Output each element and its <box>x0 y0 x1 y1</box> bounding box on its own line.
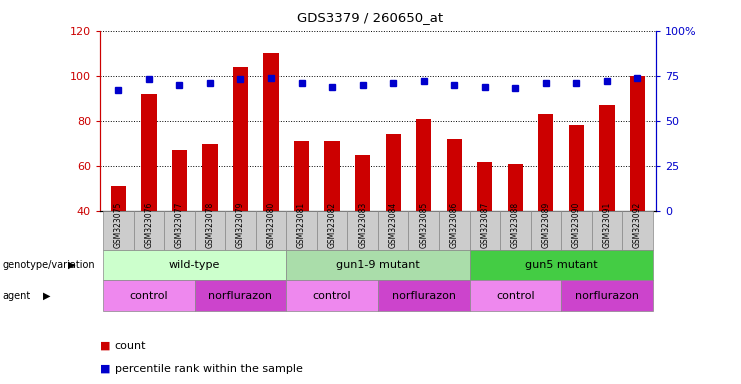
Bar <box>233 67 248 301</box>
Text: GSM323079: GSM323079 <box>236 201 245 248</box>
Text: GSM323081: GSM323081 <box>297 202 306 248</box>
Text: GSM323088: GSM323088 <box>511 202 520 248</box>
Bar <box>508 164 523 301</box>
Text: GSM323084: GSM323084 <box>389 202 398 248</box>
Bar <box>538 114 554 301</box>
Text: GSM323075: GSM323075 <box>114 201 123 248</box>
Text: norflurazon: norflurazon <box>208 291 273 301</box>
Text: GSM323082: GSM323082 <box>328 202 336 248</box>
Text: GSM323080: GSM323080 <box>267 202 276 248</box>
Text: ■: ■ <box>100 364 110 374</box>
Bar <box>142 94 156 301</box>
Text: GSM323078: GSM323078 <box>205 202 214 248</box>
Text: ▶: ▶ <box>68 260 76 270</box>
Bar <box>630 76 645 301</box>
Text: GSM323085: GSM323085 <box>419 202 428 248</box>
Text: gun5 mutant: gun5 mutant <box>525 260 597 270</box>
Bar <box>110 186 126 301</box>
Text: norflurazon: norflurazon <box>575 291 639 301</box>
Bar <box>447 139 462 301</box>
Text: GSM323076: GSM323076 <box>144 201 153 248</box>
Bar <box>355 155 370 301</box>
Text: GSM323090: GSM323090 <box>572 201 581 248</box>
Text: genotype/variation: genotype/variation <box>2 260 95 270</box>
Bar <box>294 141 309 301</box>
Bar <box>477 162 493 301</box>
Text: ■: ■ <box>100 341 110 351</box>
Text: GSM323086: GSM323086 <box>450 202 459 248</box>
Text: GSM323087: GSM323087 <box>480 202 489 248</box>
Text: GSM323089: GSM323089 <box>542 202 551 248</box>
Text: norflurazon: norflurazon <box>392 291 456 301</box>
Bar <box>202 144 218 301</box>
Bar <box>599 105 614 301</box>
Text: GSM323092: GSM323092 <box>633 202 642 248</box>
Bar <box>416 119 431 301</box>
Text: control: control <box>496 291 535 301</box>
Text: GSM323077: GSM323077 <box>175 201 184 248</box>
Text: agent: agent <box>2 291 30 301</box>
Bar <box>569 126 584 301</box>
Bar <box>325 141 339 301</box>
Text: percentile rank within the sample: percentile rank within the sample <box>115 364 303 374</box>
Text: control: control <box>313 291 351 301</box>
Bar <box>385 134 401 301</box>
Text: count: count <box>115 341 147 351</box>
Text: ▶: ▶ <box>43 291 50 301</box>
Text: GDS3379 / 260650_at: GDS3379 / 260650_at <box>297 12 444 25</box>
Text: GSM323091: GSM323091 <box>602 202 611 248</box>
Bar <box>263 53 279 301</box>
Bar <box>172 150 187 301</box>
Text: control: control <box>130 291 168 301</box>
Text: wild-type: wild-type <box>169 260 220 270</box>
Text: GSM323083: GSM323083 <box>358 202 367 248</box>
Text: gun1-9 mutant: gun1-9 mutant <box>336 260 420 270</box>
